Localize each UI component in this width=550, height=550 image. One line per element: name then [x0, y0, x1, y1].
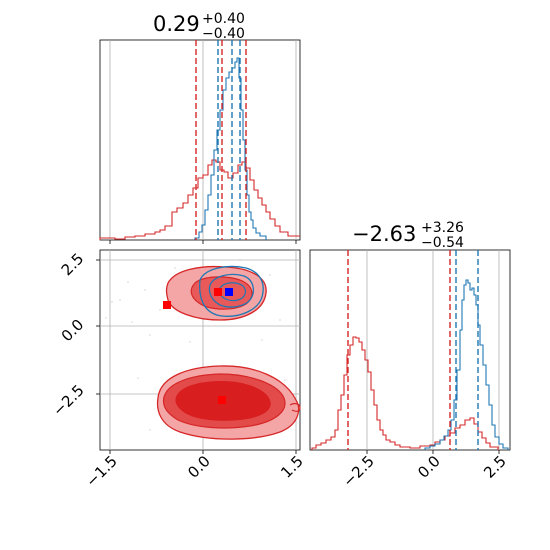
marker-red [214, 288, 222, 296]
contour-red-lower-tail [289, 402, 301, 412]
xtick-label: −1.5 [82, 452, 120, 490]
scatter-points [105, 259, 289, 431]
scatter-point [144, 289, 146, 291]
scatter-point [269, 274, 271, 276]
scatter-point [111, 301, 113, 303]
hist-blue-top [194, 57, 267, 240]
contour-blue-inner [208, 273, 255, 308]
title-sub-2: −0.54 [421, 235, 464, 251]
scatter-point [127, 281, 129, 283]
axes-frame [309, 249, 511, 451]
xtick-label: 0.0 [184, 452, 214, 482]
ytick-label: 0.0 [58, 316, 88, 346]
xtick-label: 2.5 [480, 452, 510, 482]
scatter-point [105, 317, 107, 319]
title-sub-1: −0.40 [202, 26, 245, 42]
panel-top-left: 0.29 +0.40 −0.40 [99, 11, 301, 244]
scatter-point [131, 321, 133, 323]
marker-red [163, 301, 171, 309]
xtick-label: 1.5 [277, 452, 307, 482]
title-sup-1: +0.40 [202, 11, 245, 27]
marker-red [218, 396, 226, 404]
scatter-point [174, 267, 176, 269]
scatter-point [149, 334, 151, 336]
ytick-label: 2.5 [58, 250, 88, 280]
ytick-label: −2.5 [49, 381, 87, 419]
scatter-point [239, 259, 241, 261]
marker-blue [225, 288, 233, 296]
scatter-point [261, 339, 263, 341]
title-main-2: −2.63 [352, 222, 416, 246]
xtick-label: −2.5 [339, 452, 377, 490]
scatter-point [119, 299, 121, 301]
panel-bottom-left: 2.5 0.0 −2.5 −1.5 0.0 1.5 [49, 249, 307, 491]
scatter-point [279, 319, 281, 321]
hist-red-right [311, 336, 499, 450]
contour-blue-core [219, 282, 247, 302]
panel-bottom-right: −2.5 0.0 2.5 −2.63 +3.26 −0.54 [309, 220, 511, 491]
title-sup-2: +3.26 [421, 220, 464, 236]
hist-red-top [99, 159, 300, 240]
scatter-point [137, 377, 139, 379]
scatter-point [159, 309, 161, 311]
contour-blue-outer [199, 265, 264, 317]
title-main-1: 0.29 [153, 12, 200, 36]
axes-frame [99, 39, 301, 241]
hist-blue-right [424, 279, 509, 450]
scatter-point [189, 341, 191, 343]
scatter-point [284, 379, 286, 381]
scatter-point [149, 429, 151, 431]
xtick-label: 0.0 [414, 452, 444, 482]
